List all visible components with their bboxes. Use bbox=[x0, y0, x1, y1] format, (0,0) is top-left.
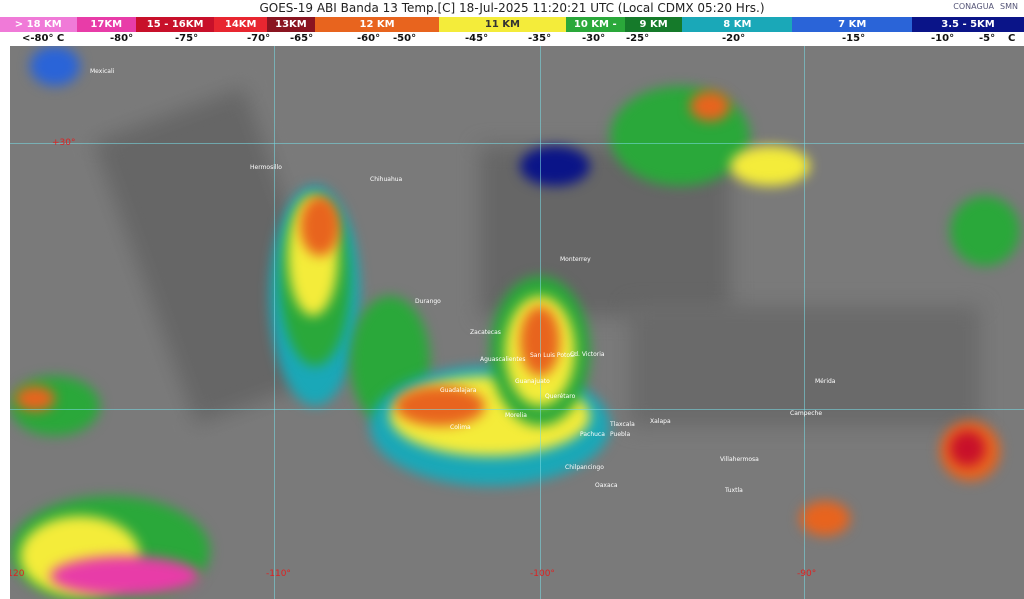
temperature-label: C bbox=[1008, 33, 1016, 44]
cloud-top-region bbox=[520, 146, 590, 186]
cloud-top-region bbox=[300, 196, 340, 256]
cloud-top-region bbox=[950, 431, 985, 466]
city-label: Guadalajara bbox=[440, 387, 477, 394]
scale-swatch: 14KM bbox=[214, 17, 267, 32]
conagua-logo: CONAGUA bbox=[953, 2, 995, 11]
city-label: Xalapa bbox=[650, 418, 671, 425]
city-label: Chilpancingo bbox=[565, 464, 604, 471]
scale-swatch: 17KM bbox=[76, 17, 136, 32]
city-label: Monterrey bbox=[560, 256, 591, 263]
temperature-label: -5° bbox=[979, 33, 996, 44]
city-label: Pachuca bbox=[580, 431, 605, 438]
scale-swatch: 3.5 - 5KM bbox=[912, 17, 1024, 32]
lat-30-label: +30° bbox=[52, 138, 76, 148]
scale-swatch: 8 KM bbox=[682, 17, 793, 32]
city-label: Puebla bbox=[610, 431, 631, 438]
city-label: Aguascalientes bbox=[480, 356, 526, 363]
temperature-label: -65° bbox=[290, 33, 314, 44]
smn-logo: SMN bbox=[1000, 2, 1018, 11]
city-label: Hermosillo bbox=[250, 164, 282, 171]
city-label: San Luis Potosí bbox=[530, 352, 575, 359]
cloud-top-region bbox=[950, 196, 1020, 266]
city-label: Campeche bbox=[790, 410, 823, 417]
scale-swatch: 10 KM - bbox=[565, 17, 625, 32]
temperature-label: <-80° C bbox=[22, 33, 65, 44]
temperature-label: -80° bbox=[110, 33, 134, 44]
city-label: Cd. Victoria bbox=[570, 351, 605, 358]
temperature-scale: <-80° C -80° -75° -70° -65° -60° -50° -45° -35° -… bbox=[0, 32, 1024, 46]
lon-90-label: -90° bbox=[797, 569, 817, 579]
cloud-top-region bbox=[15, 386, 55, 411]
temperature-label: -10° bbox=[931, 33, 955, 44]
city-label: Mexicali bbox=[90, 68, 115, 75]
city-label: Tlaxcala bbox=[610, 421, 635, 428]
city-label: Querétaro bbox=[545, 393, 576, 400]
temperature-label: -25° bbox=[626, 33, 650, 44]
scale-swatch: > 18 KM bbox=[0, 17, 77, 32]
city-label: Villahermosa bbox=[720, 456, 759, 463]
city-label: Mérida bbox=[815, 378, 836, 385]
cloud-top-region bbox=[30, 46, 80, 86]
cloud-top-region bbox=[730, 146, 810, 186]
city-label: Tuxtla bbox=[725, 487, 743, 494]
scale-swatch: 9 KM bbox=[624, 17, 683, 32]
city-label: Morelia bbox=[505, 412, 527, 419]
temperature-label: -35° bbox=[528, 33, 552, 44]
cloud-top-region bbox=[50, 556, 200, 596]
scale-swatch: 7 KM bbox=[792, 17, 913, 32]
image-title: GOES-19 ABI Banda 13 Temp.[C] 18-Jul-202… bbox=[259, 1, 765, 15]
lon-100-label: -100° bbox=[530, 569, 555, 579]
temperature-label: -60° bbox=[357, 33, 381, 44]
temperature-label: -20° bbox=[722, 33, 746, 44]
temperature-label: -45° bbox=[465, 33, 489, 44]
city-label: Oaxaca bbox=[595, 482, 618, 489]
satellite-map: +30° -120 -110° -100° -90° Mexicali Hermo… bbox=[10, 46, 1024, 599]
city-label: Colima bbox=[450, 424, 471, 431]
cloud-top-region bbox=[690, 91, 730, 121]
city-label: Zacatecas bbox=[470, 329, 501, 336]
scale-swatch: 15 - 16KM bbox=[135, 17, 215, 32]
temperature-label: -70° bbox=[247, 33, 271, 44]
scale-swatch: 11 KM bbox=[439, 17, 566, 32]
scale-swatch: 13KM bbox=[267, 17, 315, 32]
agency-logos: CONAGUA SMN bbox=[953, 2, 1018, 11]
city-label: Guanajuato bbox=[515, 378, 550, 385]
cloud-top-region bbox=[800, 501, 850, 536]
color-scale-legend: > 18 KM 17KM 15 - 16KM 14KM 13KM 12 KM 11 KM 10… bbox=[0, 17, 1024, 32]
temperature-label: -30° bbox=[582, 33, 606, 44]
temperature-label: -75° bbox=[175, 33, 199, 44]
city-label: Durango bbox=[415, 298, 441, 305]
cloud-top-region bbox=[395, 386, 485, 426]
scale-swatch: 12 KM bbox=[314, 17, 440, 32]
lon-110-label: -110° bbox=[266, 569, 291, 579]
lon-120-label: -120 bbox=[10, 569, 25, 579]
city-label: Chihuahua bbox=[370, 176, 403, 183]
temperature-label: -50° bbox=[393, 33, 417, 44]
temperature-label: -15° bbox=[842, 33, 866, 44]
